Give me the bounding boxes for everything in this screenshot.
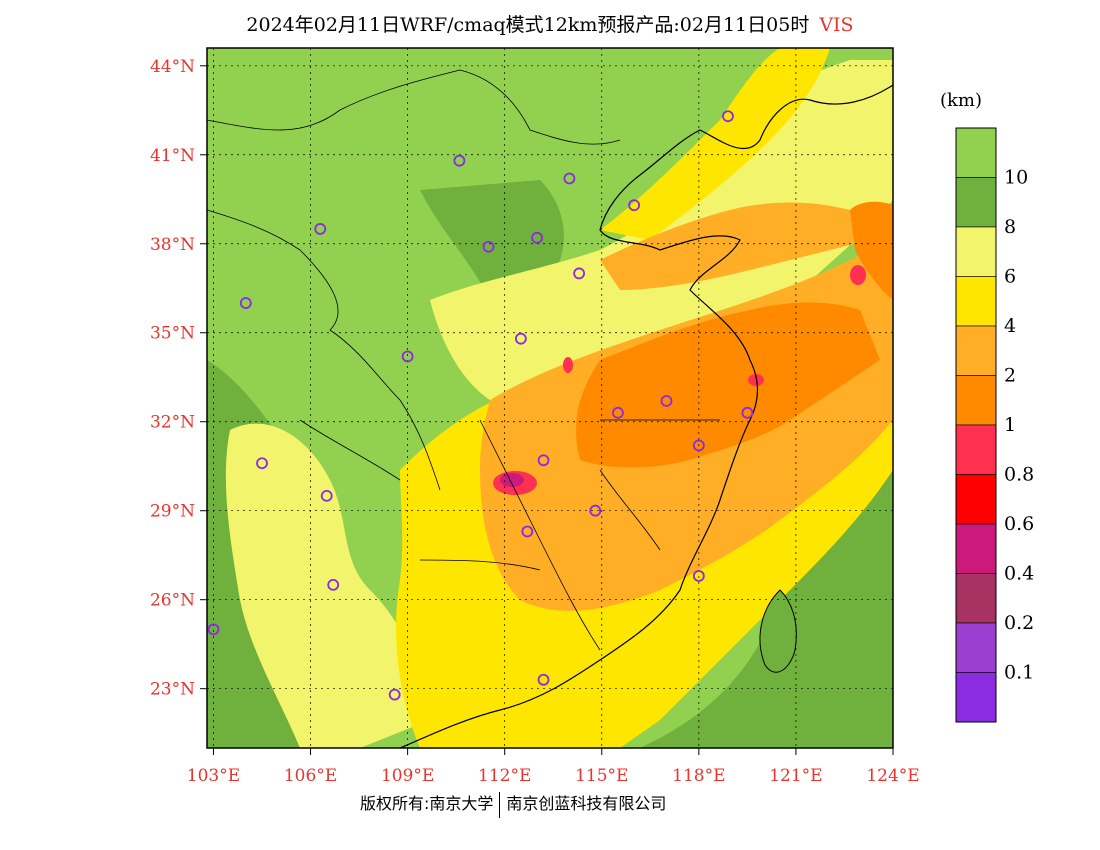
city-marker-4 — [314, 223, 327, 235]
legend-swatch-1 — [955, 177, 997, 228]
copyright-separator — [499, 791, 501, 818]
legend-label-1: 8 — [1004, 216, 1016, 238]
city-marker-5 — [482, 240, 495, 253]
city-marker-6 — [531, 231, 543, 244]
copyright-left: 版权所有:南京大学 — [360, 794, 494, 813]
city-marker-16 — [537, 454, 550, 467]
legend-label-6: 0.8 — [1004, 464, 1034, 486]
vis-zone-4-6-coast-north — [600, 48, 830, 240]
lat-label-0: 44°N — [150, 57, 195, 77]
lon-label-6: 121°E — [769, 766, 822, 786]
lat-label-4: 32°N — [150, 413, 195, 433]
legend-swatch-9 — [955, 573, 997, 624]
city-marker-2 — [563, 172, 576, 185]
legend-label-9: 0.2 — [1004, 612, 1034, 634]
city-marker-12 — [612, 406, 624, 419]
city-marker-1 — [453, 154, 466, 167]
vis-zone-2-4-north-china — [600, 202, 870, 290]
legend-swatch-5 — [955, 375, 997, 426]
vis-zone-1-2-korea — [850, 201, 893, 300]
copyright-line: 版权所有:南京大学 南京创蓝科技有限公司 — [360, 790, 666, 818]
city-marker-8 — [239, 297, 252, 309]
vis-zone-0-8-henan — [563, 357, 573, 373]
lon-label-2: 109°E — [381, 766, 434, 786]
visibility-field — [207, 48, 893, 748]
title-variable: VIS — [819, 14, 854, 36]
vis-zone-8-10-sea — [640, 380, 893, 748]
lat-label-2: 38°N — [150, 235, 195, 255]
legend-label-8: 0.4 — [1004, 563, 1034, 585]
lon-label-1: 106°E — [284, 766, 337, 786]
latitude-axis: 44°N 41°N 38°N 35°N 32°N 29°N 26°N 23°N — [150, 57, 207, 700]
legend-swatch-2 — [955, 226, 997, 277]
lat-label-6: 26°N — [150, 591, 195, 611]
legend-swatch-4 — [955, 325, 997, 376]
lat-label-7: 23°N — [150, 680, 195, 700]
lat-label-5: 29°N — [150, 502, 195, 522]
city-marker-14 — [692, 439, 705, 452]
legend-swatch-0 — [955, 127, 997, 178]
legend-swatch-8 — [955, 523, 997, 574]
vis-zone-0-4-hubei — [500, 473, 524, 487]
city-markers — [207, 110, 754, 701]
city-marker-7 — [573, 267, 586, 280]
legend-swatch-6 — [955, 424, 997, 475]
coastline — [399, 84, 893, 748]
lon-label-3: 112°E — [478, 766, 531, 786]
city-marker-20 — [327, 578, 340, 591]
city-marker-18 — [589, 504, 602, 517]
lon-label-5: 118°E — [672, 766, 725, 786]
city-marker-15 — [256, 457, 268, 470]
graticule — [207, 48, 893, 748]
map-title: 2024年02月11日WRF/cmaq模式12km预报产品:02月11日05时 V… — [0, 10, 1100, 37]
vis-zone-1-2-east — [576, 302, 880, 468]
vis-zone-0-8-shanghai — [748, 374, 764, 386]
city-marker-13 — [741, 406, 754, 419]
city-marker-21 — [692, 570, 705, 582]
title-main: 2024年02月11日WRF/cmaq模式12km预报产品:02月11日05时 — [246, 14, 810, 36]
taiwan-island — [759, 589, 797, 673]
longitude-axis: 103°E 106°E 109°E 112°E 115°E 118°E 121°E 124°E — [187, 748, 920, 786]
vis-zone-6-8-northeast — [430, 60, 893, 404]
legend-label-2: 6 — [1004, 266, 1016, 288]
legend-label-0: 10 — [1004, 167, 1028, 189]
legend-frame — [955, 127, 997, 723]
vis-zone-0-8-korea — [850, 265, 866, 285]
city-marker-3 — [628, 199, 641, 212]
legend-swatch-11 — [955, 672, 997, 723]
province-borders — [207, 69, 720, 651]
lon-label-4: 115°E — [575, 766, 628, 786]
city-marker-0 — [722, 110, 734, 123]
lat-label-3: 35°N — [150, 324, 195, 344]
legend-swatch-7 — [955, 474, 997, 525]
legend-label-4: 2 — [1004, 365, 1016, 387]
copyright-right: 南京创蓝科技有限公司 — [506, 794, 667, 813]
legend-label-3: 4 — [1004, 315, 1016, 337]
legend-label-5: 1 — [1004, 414, 1016, 436]
legend-unit: (km) — [940, 90, 983, 111]
city-marker-9 — [514, 332, 527, 345]
city-marker-24 — [388, 688, 401, 701]
lon-label-7: 124°E — [866, 766, 919, 786]
colorbar-legend: 10 8 6 4 2 1 0.8 0.6 0.4 0.2 0.1 — [955, 127, 1034, 723]
legend-swatch-10 — [955, 622, 997, 673]
city-marker-11 — [660, 395, 673, 407]
city-marker-19 — [521, 525, 534, 538]
legend-swatch-3 — [955, 276, 997, 327]
legend-label-10: 0.1 — [1004, 662, 1034, 684]
city-marker-10 — [401, 350, 414, 363]
lat-label-1: 41°N — [150, 146, 195, 166]
city-marker-22 — [207, 623, 220, 636]
legend-label-7: 0.6 — [1004, 513, 1034, 535]
lon-label-0: 103°E — [187, 766, 240, 786]
city-marker-17 — [320, 489, 333, 502]
city-marker-23 — [537, 673, 550, 686]
map-frame — [206, 47, 894, 749]
